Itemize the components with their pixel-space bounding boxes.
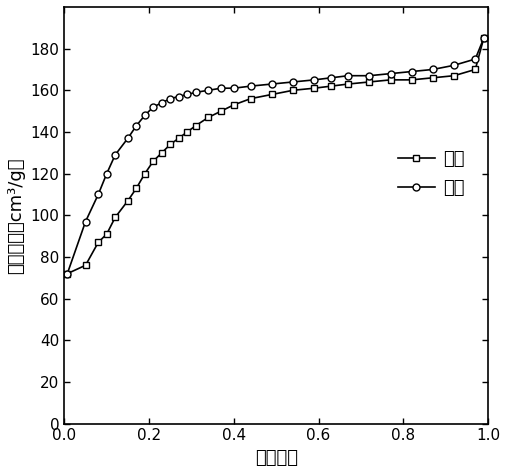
脱附	[290, 79, 296, 85]
脱附	[328, 75, 334, 81]
吸附	[104, 231, 110, 237]
Y-axis label: 吸附体积（cm³/g）: 吸附体积（cm³/g）	[7, 157, 25, 273]
脱附	[367, 73, 373, 79]
吸附	[481, 36, 487, 41]
脱附	[125, 136, 131, 141]
吸附	[451, 73, 457, 79]
吸附	[133, 185, 139, 191]
吸附	[345, 81, 351, 87]
吸附	[193, 123, 199, 128]
脱附	[193, 90, 199, 95]
吸附	[269, 91, 275, 97]
吸附	[159, 150, 165, 155]
吸附	[125, 198, 131, 203]
吸附	[472, 67, 478, 73]
吸附	[328, 83, 334, 89]
脱附	[184, 91, 190, 97]
吸附	[218, 108, 224, 114]
脱附	[133, 123, 139, 128]
脱附	[387, 71, 393, 76]
Line: 脱附: 脱附	[64, 35, 487, 277]
吸附	[184, 129, 190, 135]
脱附	[83, 219, 89, 224]
脱附	[231, 85, 237, 91]
吸附	[112, 215, 118, 220]
吸附	[290, 87, 296, 93]
脱附	[159, 100, 165, 106]
吸附	[205, 115, 211, 120]
吸附	[167, 142, 173, 147]
脱附	[472, 56, 478, 62]
吸附	[311, 85, 317, 91]
吸附	[142, 171, 148, 176]
脱附	[112, 152, 118, 158]
脱附	[104, 171, 110, 176]
脱附	[409, 69, 415, 74]
吸附	[387, 77, 393, 82]
脱附	[248, 83, 254, 89]
脱附	[269, 81, 275, 87]
Line: 吸附: 吸附	[64, 35, 487, 277]
脱附	[451, 63, 457, 68]
吸附	[176, 136, 182, 141]
吸附	[83, 263, 89, 268]
脱附	[345, 73, 351, 79]
脱附	[430, 67, 436, 73]
脱附	[142, 112, 148, 118]
脱附	[218, 85, 224, 91]
脱附	[64, 271, 70, 276]
吸附	[409, 77, 415, 82]
吸附	[150, 158, 156, 164]
脱附	[176, 94, 182, 100]
吸附	[64, 271, 70, 276]
X-axis label: 相对压力: 相对压力	[255, 449, 298, 467]
吸附	[231, 102, 237, 108]
吸附	[95, 239, 101, 245]
吸附	[248, 96, 254, 101]
吸附	[367, 79, 373, 85]
脱附	[150, 104, 156, 110]
脱附	[167, 96, 173, 101]
脱附	[95, 191, 101, 197]
脱附	[481, 36, 487, 41]
吸附	[430, 75, 436, 81]
Legend: 吸附, 脱附: 吸附, 脱附	[393, 145, 470, 202]
脱附	[205, 87, 211, 93]
脱附	[311, 77, 317, 82]
